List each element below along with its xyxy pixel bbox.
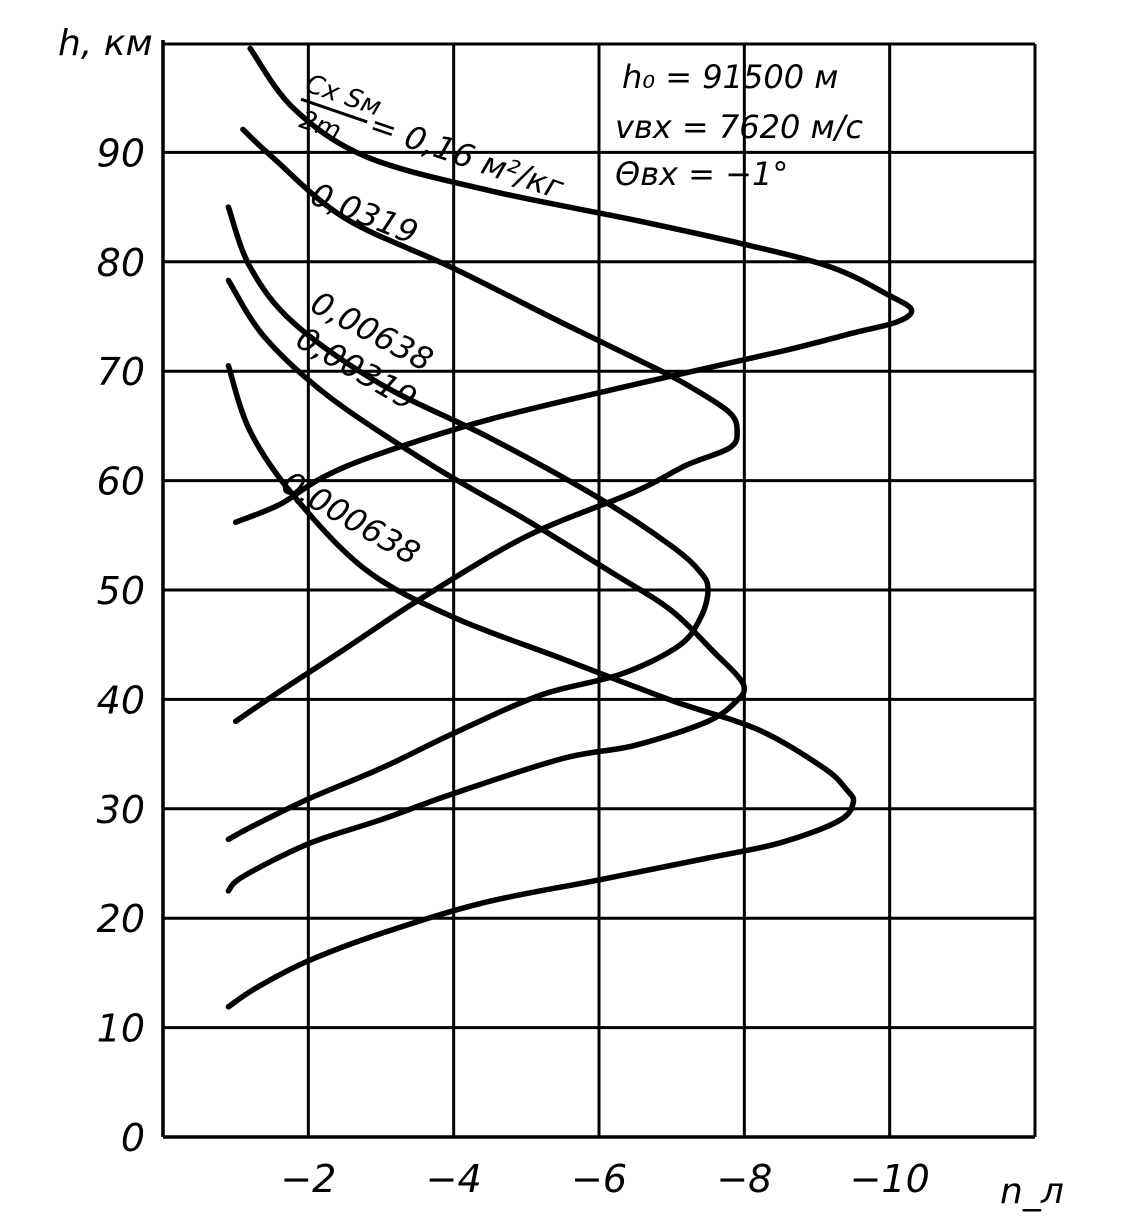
series-line [225,362,857,1010]
tick-labels: −2 −4 −6 −8 −10 0 10 20 30 40 50 60 70 80 90 [97,131,930,1201]
grid [161,40,1037,1139]
y-tick-label: 70 [97,350,145,394]
ballistic-label-value: = 0,16 м²/кг [365,105,569,207]
y-tick-label: 90 [97,131,145,175]
series-line [232,126,740,725]
y-axis-title: h, км [58,23,153,64]
parameters: h₀ = 91500 м vвх = 7620 м/с Θвх = −1° [615,58,863,193]
x-tick-label: −8 [716,1157,772,1201]
y-tick-label: 20 [97,897,145,941]
ballistic-label-fraction-bar [300,97,368,124]
x-tick-label: −6 [571,1157,627,1201]
param-h0: h₀ = 91500 м [622,58,838,96]
y-tick-label: 30 [97,788,145,832]
y-tick-label: 60 [97,460,145,504]
series-line [225,277,748,894]
x-tick-label: −4 [426,1157,482,1201]
x-tick-label: −2 [280,1157,336,1201]
series-line [225,204,711,843]
x-tick-label: −10 [850,1157,930,1201]
y-tick-label: 50 [97,569,145,613]
curve-label: 0,0319 [305,175,423,252]
y-tick-label: 40 [97,678,145,722]
param-theta: Θвх = −1° [615,155,788,193]
curves [225,45,915,1010]
y-tick-label: 80 [97,241,145,285]
param-v: vвх = 7620 м/с [615,108,863,146]
y-tick-label: 10 [97,1007,145,1051]
y-tick-label: 0 [121,1116,145,1160]
x-axis-title: n_л [1000,1171,1064,1212]
